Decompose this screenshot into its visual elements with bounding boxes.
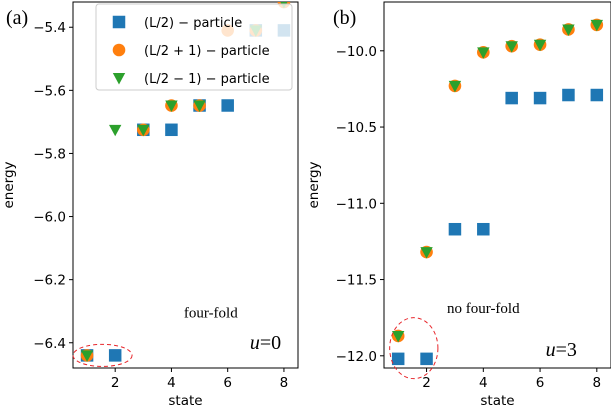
panel-label: (a) <box>6 7 28 29</box>
x-tick-label: 4 <box>479 375 488 391</box>
marker-l2 <box>477 223 490 236</box>
y-tick-label: −11.0 <box>336 196 377 212</box>
u-value-label: u=0 <box>250 332 281 354</box>
x-axis-label: state <box>480 393 514 409</box>
marker-l2 <box>221 99 234 112</box>
y-tick-label: −6.2 <box>33 273 66 289</box>
y-axis-label: energy <box>1 161 17 208</box>
x-tick-label: 6 <box>223 375 232 391</box>
y-tick-label: −10.5 <box>336 120 377 136</box>
no-four-fold-label: no four-fold <box>447 301 520 317</box>
legend-marker-l2p1 <box>113 44 126 57</box>
legend-label-l2p1: (L/2 + 1) − particle <box>144 44 270 59</box>
y-axis-label: energy <box>306 161 322 208</box>
legend-label-l2: (L/2) − particle <box>144 16 242 31</box>
u-value-label: u=3 <box>546 339 577 361</box>
legend-label-l2m1: (L/2 − 1) − particle <box>144 72 270 87</box>
four-fold-label: four-fold <box>184 306 238 322</box>
x-axis-label: state <box>168 393 202 409</box>
y-tick-label: −11.5 <box>336 273 377 289</box>
legend-marker-l2 <box>113 16 126 29</box>
marker-l2 <box>449 223 462 236</box>
y-tick-label: −12.0 <box>336 349 377 365</box>
marker-l2 <box>165 124 178 137</box>
x-tick-label: 6 <box>536 375 545 391</box>
legend: (L/2) − particle (L/2 + 1) − particle (L/2… <box>96 4 292 90</box>
y-tick-label: −6.0 <box>33 210 66 226</box>
marker-l2 <box>591 89 604 102</box>
y-tick-label: −6.4 <box>33 336 66 352</box>
x-tick-label: 8 <box>280 375 289 391</box>
y-tick-label: −5.6 <box>33 83 66 99</box>
marker-l2 <box>562 89 575 102</box>
y-tick-label: −5.8 <box>33 146 66 162</box>
y-tick-label: −10.0 <box>336 44 377 60</box>
marker-l2 <box>392 353 405 366</box>
marker-l2 <box>420 353 433 366</box>
x-tick-label: 2 <box>422 375 431 391</box>
marker-l2 <box>109 349 122 362</box>
y-tick-label: −5.4 <box>33 20 66 36</box>
panel-label: (b) <box>333 7 356 29</box>
marker-l2 <box>505 92 518 105</box>
marker-l2 <box>534 92 547 105</box>
x-tick-label: 2 <box>111 375 120 391</box>
x-tick-label: 4 <box>167 375 176 391</box>
x-tick-label: 8 <box>593 375 602 391</box>
